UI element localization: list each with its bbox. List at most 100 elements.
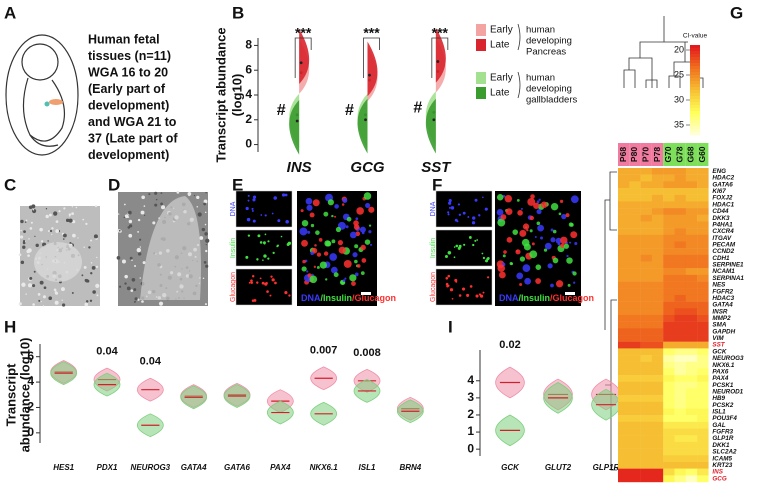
merge-dot bbox=[352, 252, 358, 258]
histology-image-c-grain bbox=[58, 210, 61, 213]
legend-label: Early bbox=[490, 73, 513, 84]
histology-image-c-grain bbox=[69, 241, 72, 245]
channel-dot bbox=[285, 220, 289, 224]
histology-image-c-grain bbox=[83, 265, 87, 269]
row-label: KRT23 bbox=[712, 462, 732, 469]
merge-dot bbox=[342, 279, 346, 283]
channel-dot bbox=[247, 234, 251, 237]
histology-image-d-grain bbox=[154, 203, 158, 207]
channel-dot bbox=[251, 209, 254, 212]
heat-cell bbox=[651, 328, 664, 336]
legend-group-label: human bbox=[526, 73, 555, 84]
heat-cell bbox=[640, 461, 653, 469]
histology-image-d-grain bbox=[137, 252, 142, 256]
heat-cell bbox=[618, 261, 630, 269]
histology-image-c-grain bbox=[68, 215, 71, 217]
histology-image-c-grain bbox=[39, 280, 44, 285]
channel-dot bbox=[475, 294, 479, 298]
heat-cell bbox=[674, 188, 686, 195]
panel-letter: B bbox=[232, 3, 244, 22]
histology-image-d-grain bbox=[128, 210, 132, 215]
channel-dot bbox=[485, 259, 489, 263]
histology-image-c-grain bbox=[95, 265, 99, 269]
row-label: ENG bbox=[712, 168, 726, 175]
heat-cell bbox=[685, 468, 698, 476]
heat-cell bbox=[629, 281, 641, 289]
y-tick-label: 3 bbox=[467, 390, 474, 404]
heat-cell bbox=[629, 248, 641, 256]
channel-image bbox=[435, 229, 493, 267]
histology-image-d-grain bbox=[205, 249, 208, 253]
heat-cell bbox=[674, 248, 686, 256]
colorbar-segment bbox=[690, 48, 700, 52]
heat-cell bbox=[685, 455, 698, 463]
legend-group-label: human bbox=[526, 25, 555, 36]
heat-cell bbox=[618, 468, 630, 476]
column-label: G70 bbox=[663, 146, 673, 162]
channel-dot bbox=[263, 254, 267, 258]
annotation: *** bbox=[295, 25, 312, 41]
heat-cell bbox=[640, 208, 653, 215]
heat-cell bbox=[674, 448, 686, 456]
heat-cell bbox=[629, 361, 641, 369]
histology-image-c-grain bbox=[71, 212, 74, 216]
heat-cell bbox=[629, 455, 641, 463]
heat-cell bbox=[640, 361, 653, 369]
heat-cell bbox=[640, 475, 653, 483]
merge-dot bbox=[561, 213, 567, 220]
channel-dot bbox=[276, 244, 280, 247]
heat-cell bbox=[663, 408, 675, 416]
merge-dot bbox=[550, 283, 554, 288]
panel-a-line: development) bbox=[88, 148, 169, 162]
histology-image-c-grain bbox=[85, 279, 89, 283]
heat-cell bbox=[685, 288, 698, 296]
channel-dot bbox=[252, 195, 257, 199]
colorbar-tick-label: 30 bbox=[674, 94, 684, 104]
heat-cell bbox=[685, 335, 698, 342]
heat-cell bbox=[618, 348, 630, 356]
histology-image-c-grain bbox=[72, 233, 76, 238]
histology-image-c-grain bbox=[20, 229, 22, 232]
histology-image-d-grain bbox=[148, 193, 151, 196]
histology-image-d-grain bbox=[205, 238, 210, 243]
colorbar-segment bbox=[690, 102, 700, 106]
merge-dot bbox=[302, 259, 306, 264]
column-header-bg bbox=[640, 143, 652, 166]
heat-cell bbox=[629, 368, 641, 376]
channel-dot bbox=[277, 219, 281, 223]
heat-cell bbox=[629, 288, 641, 296]
column-header-bg bbox=[663, 143, 675, 166]
heat-cell bbox=[663, 421, 675, 429]
merge-dot bbox=[497, 218, 506, 227]
channel-dot bbox=[461, 287, 466, 291]
heat-cell bbox=[640, 375, 653, 382]
merge-dot bbox=[338, 246, 346, 254]
panel-a-line: tissues (n=11) bbox=[88, 49, 171, 63]
channel-dot bbox=[453, 256, 456, 259]
violin bbox=[425, 98, 436, 154]
heat-cell bbox=[640, 448, 653, 456]
merge-dot bbox=[343, 259, 352, 268]
merge-dot bbox=[342, 198, 348, 204]
histology-image-c-grain bbox=[42, 295, 46, 299]
heat-cell bbox=[697, 314, 709, 322]
heat-cell bbox=[618, 188, 630, 195]
histology-image-c-grain bbox=[83, 246, 85, 248]
heat-cell bbox=[618, 241, 630, 249]
heat-cell bbox=[651, 435, 664, 443]
panel-a-line: WGA 16 to 20 bbox=[88, 65, 168, 79]
heat-cell bbox=[663, 168, 675, 175]
heat-cell bbox=[618, 441, 630, 449]
heat-cell bbox=[663, 308, 675, 316]
histology-image-d-grain bbox=[204, 223, 207, 226]
heat-cell bbox=[618, 455, 630, 463]
heat-cell bbox=[629, 415, 641, 423]
histology-image-c-grain bbox=[40, 301, 42, 303]
histology-image-c-grain bbox=[55, 220, 59, 224]
heat-cell bbox=[663, 261, 675, 269]
row-label: INSR bbox=[712, 308, 727, 315]
marker: # bbox=[277, 102, 286, 119]
merge-dot bbox=[334, 204, 339, 209]
heat-cell bbox=[618, 248, 630, 256]
y-tick-label: 0 bbox=[245, 137, 252, 151]
